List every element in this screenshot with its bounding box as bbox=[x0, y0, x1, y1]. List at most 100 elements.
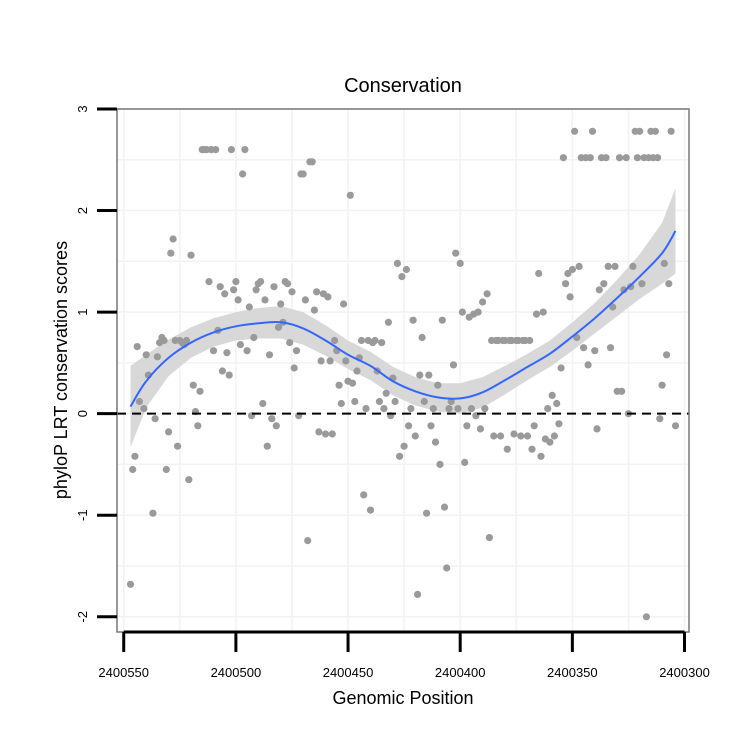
data-point bbox=[391, 397, 399, 406]
data-point bbox=[600, 280, 608, 288]
data-point bbox=[438, 316, 446, 324]
data-point bbox=[539, 308, 547, 316]
data-point bbox=[257, 278, 265, 286]
data-point bbox=[277, 300, 285, 308]
data-point bbox=[378, 339, 386, 347]
data-point bbox=[261, 296, 269, 304]
data-point bbox=[530, 422, 538, 430]
data-point bbox=[241, 146, 249, 154]
data-point bbox=[418, 333, 426, 342]
data-point bbox=[270, 283, 278, 291]
data-point bbox=[274, 323, 283, 331]
data-point bbox=[479, 298, 487, 306]
data-point bbox=[290, 364, 298, 372]
data-point bbox=[420, 397, 428, 406]
data-point bbox=[169, 235, 177, 243]
data-point bbox=[292, 347, 301, 355]
data-point bbox=[550, 432, 559, 440]
data-point bbox=[382, 389, 390, 397]
data-point bbox=[223, 349, 231, 357]
data-point bbox=[562, 280, 570, 288]
panel-border bbox=[116, 108, 690, 633]
data-point bbox=[398, 273, 406, 281]
y-tick-label: 1 bbox=[75, 308, 90, 315]
smooth-fit-line bbox=[129, 230, 677, 408]
data-point bbox=[620, 286, 628, 294]
y-tick-label: -2 bbox=[75, 611, 90, 623]
data-point bbox=[636, 127, 644, 135]
data-point bbox=[602, 154, 610, 162]
data-point bbox=[268, 415, 276, 423]
data-point bbox=[409, 316, 417, 324]
confidence-ribbon bbox=[130, 188, 676, 448]
data-point bbox=[427, 422, 435, 430]
data-point bbox=[423, 509, 431, 517]
data-point bbox=[142, 351, 150, 359]
data-point bbox=[663, 351, 671, 359]
data-point bbox=[497, 432, 505, 440]
data-point bbox=[660, 259, 668, 267]
data-point bbox=[227, 146, 235, 154]
data-point bbox=[313, 288, 321, 296]
data-point bbox=[629, 262, 637, 270]
data-point bbox=[557, 364, 565, 372]
data-point bbox=[259, 399, 267, 408]
data-point bbox=[205, 278, 213, 286]
data-point bbox=[212, 146, 220, 154]
data-point bbox=[476, 425, 484, 433]
x-tick-label: 2400450 bbox=[323, 665, 374, 680]
data-point bbox=[467, 405, 475, 413]
y-tick-label: 2 bbox=[75, 207, 90, 214]
data-point bbox=[407, 405, 415, 413]
data-point bbox=[604, 262, 612, 270]
data-point bbox=[165, 428, 173, 436]
data-point bbox=[431, 438, 440, 446]
data-point bbox=[286, 339, 294, 347]
data-point bbox=[299, 170, 307, 178]
data-point bbox=[580, 344, 588, 352]
data-point bbox=[288, 288, 296, 296]
data-point bbox=[360, 491, 368, 499]
data-point bbox=[559, 154, 568, 162]
data-point bbox=[575, 262, 583, 270]
data-point bbox=[555, 420, 563, 428]
data-point bbox=[411, 432, 419, 440]
data-point bbox=[546, 438, 554, 446]
data-point bbox=[151, 415, 159, 423]
data-point bbox=[196, 387, 204, 395]
y-tick-label: 3 bbox=[75, 105, 90, 112]
data-point bbox=[633, 154, 642, 162]
data-point bbox=[250, 333, 258, 342]
data-point bbox=[380, 405, 388, 413]
data-point bbox=[230, 286, 238, 294]
data-point bbox=[436, 460, 444, 468]
x-tick-label: 2400300 bbox=[659, 665, 710, 680]
data-point bbox=[671, 422, 680, 430]
data-point bbox=[331, 336, 339, 345]
data-point bbox=[346, 191, 354, 199]
data-point bbox=[591, 347, 599, 355]
data-point bbox=[425, 371, 433, 379]
data-point bbox=[588, 127, 597, 135]
data-point bbox=[131, 452, 139, 460]
data-point bbox=[537, 452, 545, 460]
data-point bbox=[245, 303, 253, 311]
data-point bbox=[483, 290, 491, 298]
data-point bbox=[317, 357, 325, 365]
data-point bbox=[474, 308, 482, 316]
x-tick-label: 2400350 bbox=[547, 665, 598, 680]
data-point bbox=[216, 283, 224, 291]
data-point bbox=[606, 344, 615, 352]
data-point bbox=[283, 280, 292, 288]
data-point bbox=[532, 310, 541, 318]
data-point bbox=[405, 422, 413, 430]
grid-lines bbox=[117, 108, 689, 632]
data-point bbox=[586, 154, 594, 162]
data-point bbox=[553, 399, 561, 408]
data-point bbox=[140, 405, 148, 413]
data-point bbox=[651, 127, 660, 135]
data-point bbox=[243, 347, 251, 355]
data-point bbox=[252, 286, 260, 294]
data-point bbox=[328, 430, 336, 438]
data-point bbox=[416, 371, 424, 379]
